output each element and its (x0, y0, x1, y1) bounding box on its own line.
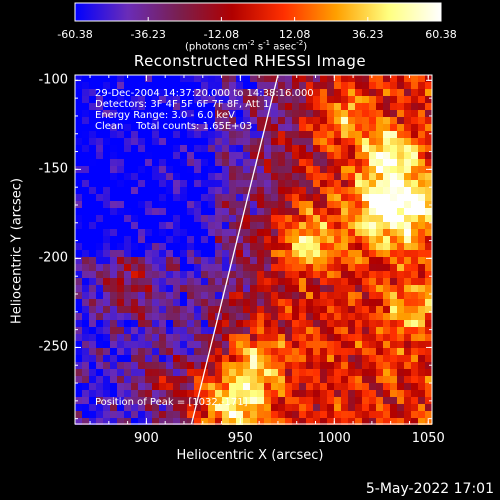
colorbar-tick-label: -12.08 (203, 28, 240, 41)
y-tick-label: -150 (38, 161, 68, 177)
y-tick-label: -100 (38, 72, 68, 88)
footer-timestamp: 5-May-2022 17:01 (365, 481, 494, 497)
colorbar-tick-label: -60.38 (57, 28, 93, 41)
annotation-method: Clean Total counts: 1.65E+03 (95, 121, 253, 132)
chart-title: Reconstructed RHESSI Image (133, 52, 367, 70)
colorbar-tick-label: 60.38 (425, 28, 457, 41)
annotation-detectors: Detectors: 3F 4F 5F 6F 7F 8F, Att 1 (95, 99, 270, 110)
colorbar-units: (photons cm-2 s-1 asec-2) (185, 39, 308, 53)
limb-line (190, 74, 279, 425)
colorbar (74, 2, 442, 22)
y-tick-label: -200 (38, 250, 68, 266)
x-tick-label: 950 (227, 431, 253, 446)
x-axis-label: Heliocentric X (arcsec) (176, 448, 324, 463)
colorbar-tick-label: 36.23 (352, 28, 384, 41)
y-axis-label: Heliocentric Y (arcsec) (9, 178, 25, 324)
plot-frame (74, 74, 433, 425)
annotation-peak: Position of Peak = [1032,-171] (95, 397, 248, 408)
annotation-time: 29-Dec-2004 14:37:20.000 to 14:38:16.000 (95, 88, 314, 99)
colorbar-tick-label: -36.23 (130, 28, 166, 41)
y-tick-label: -250 (38, 339, 68, 355)
x-tick-label: 1050 (411, 431, 445, 446)
x-tick-label: 1000 (317, 431, 351, 446)
x-tick-label: 900 (133, 431, 159, 446)
annotation-energy: Energy Range: 3.0 - 6.0 keV (95, 110, 235, 121)
colorbar-tick-label: 12.08 (278, 28, 311, 41)
